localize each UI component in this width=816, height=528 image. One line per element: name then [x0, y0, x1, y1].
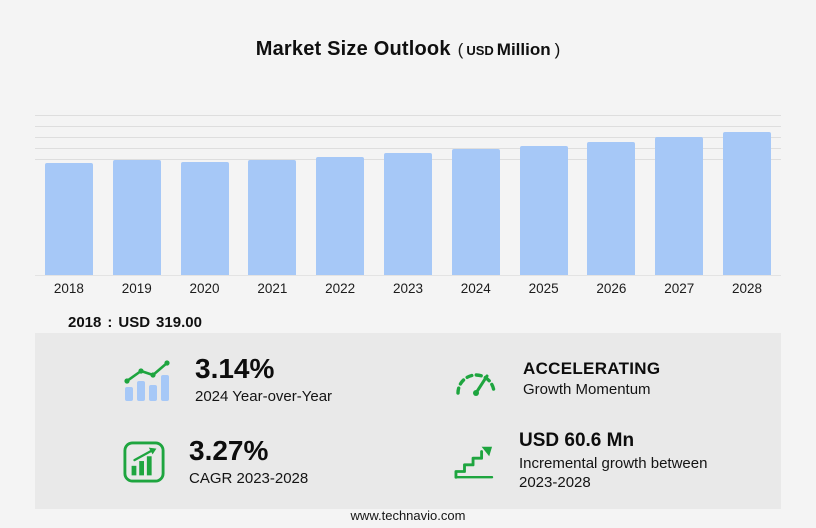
stat-momentum: ACCELERATING Growth Momentum — [408, 339, 781, 421]
bar-2021 — [248, 159, 297, 275]
x-axis-label: 2025 — [528, 281, 559, 296]
bar-slot — [306, 105, 374, 275]
bar-2019 — [112, 160, 161, 275]
cagr-label: CAGR 2023-2028 — [189, 469, 309, 487]
x-axis-label: 2023 — [392, 281, 423, 296]
incremental-value: USD 60.6 Mn — [519, 430, 635, 452]
gridline — [35, 126, 781, 127]
x-axis-label: 2020 — [189, 281, 220, 296]
x-axis-label: 2028 — [732, 281, 763, 296]
cagr-chart-icon — [123, 441, 165, 483]
bar-2020 — [180, 161, 229, 275]
footer-url: www.technavio.com — [350, 508, 466, 523]
x-axis-labels: 2018 2019 2020 2021 2022 2023 2024 2025 2026 2027… — [35, 281, 781, 296]
title-paren-close: ) — [554, 40, 561, 59]
bar-slot — [238, 105, 306, 275]
incremental-growth-icon — [453, 443, 495, 481]
x-axis-label: 2026 — [596, 281, 627, 296]
bar-2022 — [316, 156, 365, 275]
bar-plot — [35, 105, 781, 276]
bar-slot — [510, 105, 578, 275]
cagr-value: 3.27% — [189, 434, 269, 466]
x-axis-label: 2022 — [325, 281, 356, 296]
yoy-bars-trend-icon — [123, 359, 171, 401]
yoy-value: 3.14% — [195, 352, 275, 384]
title-unit: Million — [496, 40, 551, 59]
bar-2025 — [519, 145, 568, 275]
title-main: Market Size Outlook — [255, 38, 451, 60]
speedometer-icon — [453, 363, 499, 397]
bar-slot — [713, 105, 781, 275]
incremental-label: Incremental growth between 2023-2028 — [519, 455, 708, 491]
bar-slot — [578, 105, 646, 275]
bar-slot — [103, 105, 171, 275]
bar-slot — [374, 105, 442, 275]
bar-2026 — [587, 141, 636, 275]
bar-2027 — [655, 136, 704, 275]
note-value: 319.00 — [156, 314, 202, 331]
momentum-value: ACCELERATING — [523, 358, 661, 378]
momentum-label: Growth Momentum — [523, 381, 651, 399]
gridline — [35, 115, 781, 116]
bar-2023 — [383, 153, 432, 275]
title-paren-open: ( — [457, 40, 464, 59]
note-separator: : — [107, 314, 113, 331]
stat-cagr: 3.27% CAGR 2023-2028 — [35, 421, 408, 503]
bar-2018 — [44, 162, 93, 275]
bar-2024 — [451, 149, 500, 275]
title-currency: USD — [466, 43, 494, 58]
bar-slot — [171, 105, 239, 275]
stat-incremental: USD 60.6 Mn Incremental growth between 2… — [408, 421, 781, 503]
x-axis-label: 2018 — [53, 281, 84, 296]
yoy-label: 2024 Year-over-Year — [195, 387, 333, 405]
note-year: 2018 — [68, 314, 102, 331]
bar-slot — [645, 105, 713, 275]
x-axis-label: 2021 — [257, 281, 288, 296]
bar-slot — [35, 105, 103, 275]
gridline — [35, 148, 781, 149]
baseline-value-note: 2018 : USD 319.00 — [68, 314, 202, 331]
x-axis-label: 2027 — [664, 281, 695, 296]
bar-2028 — [723, 131, 772, 275]
gridline — [35, 137, 781, 138]
stat-yoy: 3.14% 2024 Year-over-Year — [35, 339, 408, 421]
page-title: Market Size Outlook ( USD Million ) — [0, 38, 816, 61]
bar-slot — [442, 105, 510, 275]
x-axis-label: 2024 — [460, 281, 491, 296]
note-currency: USD — [118, 314, 151, 331]
stats-panel: 3.14% 2024 Year-over-Year ACCELERATING G… — [35, 333, 781, 509]
x-axis-label: 2019 — [121, 281, 152, 296]
